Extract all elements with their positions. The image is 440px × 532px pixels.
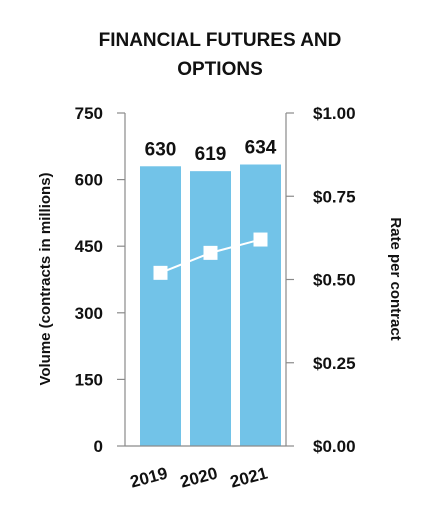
bars-layer [140,164,281,446]
bar-2021 [240,164,281,446]
x-tick-label-2021: 2021 [228,464,269,492]
y-tick-label-750: 750 [75,104,103,123]
bar-2020 [190,171,231,446]
x-tick-label-2020: 2020 [178,464,219,492]
rate-line-layer [153,232,268,280]
y2-tick-label-4: $1.00 [313,104,356,123]
rate-marker-2021 [253,232,268,247]
axes-layer [117,112,294,447]
chart-title-line-2: OPTIONS [177,59,263,80]
rate-marker-2019 [153,265,168,280]
y2-tick-label-2: $0.50 [313,271,356,290]
chart-title: FINANCIAL FUTURES AND OPTIONS [0,26,440,84]
y2-tick-label-0: $0.00 [313,437,356,456]
y-tick-label-600: 600 [75,171,103,190]
y-tick-label-300: 300 [75,304,103,323]
labels-layer: 630 619 634 0 150 300 450 600 750 $0.00 $0.25 $0.50… [75,104,356,492]
rate-marker-2020 [203,245,218,260]
bar-value-label-2019: 630 [145,139,177,160]
chart-title-line-1: FINANCIAL FUTURES AND [98,30,342,51]
x-tick-label-2019: 2019 [128,464,169,492]
y2-tick-label-3: $0.75 [313,187,356,206]
y2-tick-label-1: $0.25 [313,354,356,373]
bar-2019 [140,166,181,446]
bar-value-label-2021: 634 [245,138,277,159]
y-tick-label-150: 150 [75,370,103,389]
y-tick-label-450: 450 [75,237,103,256]
y-tick-label-0: 0 [94,437,103,456]
y-axis-title: Volume (contracts in millions) [37,172,54,385]
bar-value-label-2020: 619 [195,144,227,165]
y2-axis-title: Rate per contract [387,217,404,340]
